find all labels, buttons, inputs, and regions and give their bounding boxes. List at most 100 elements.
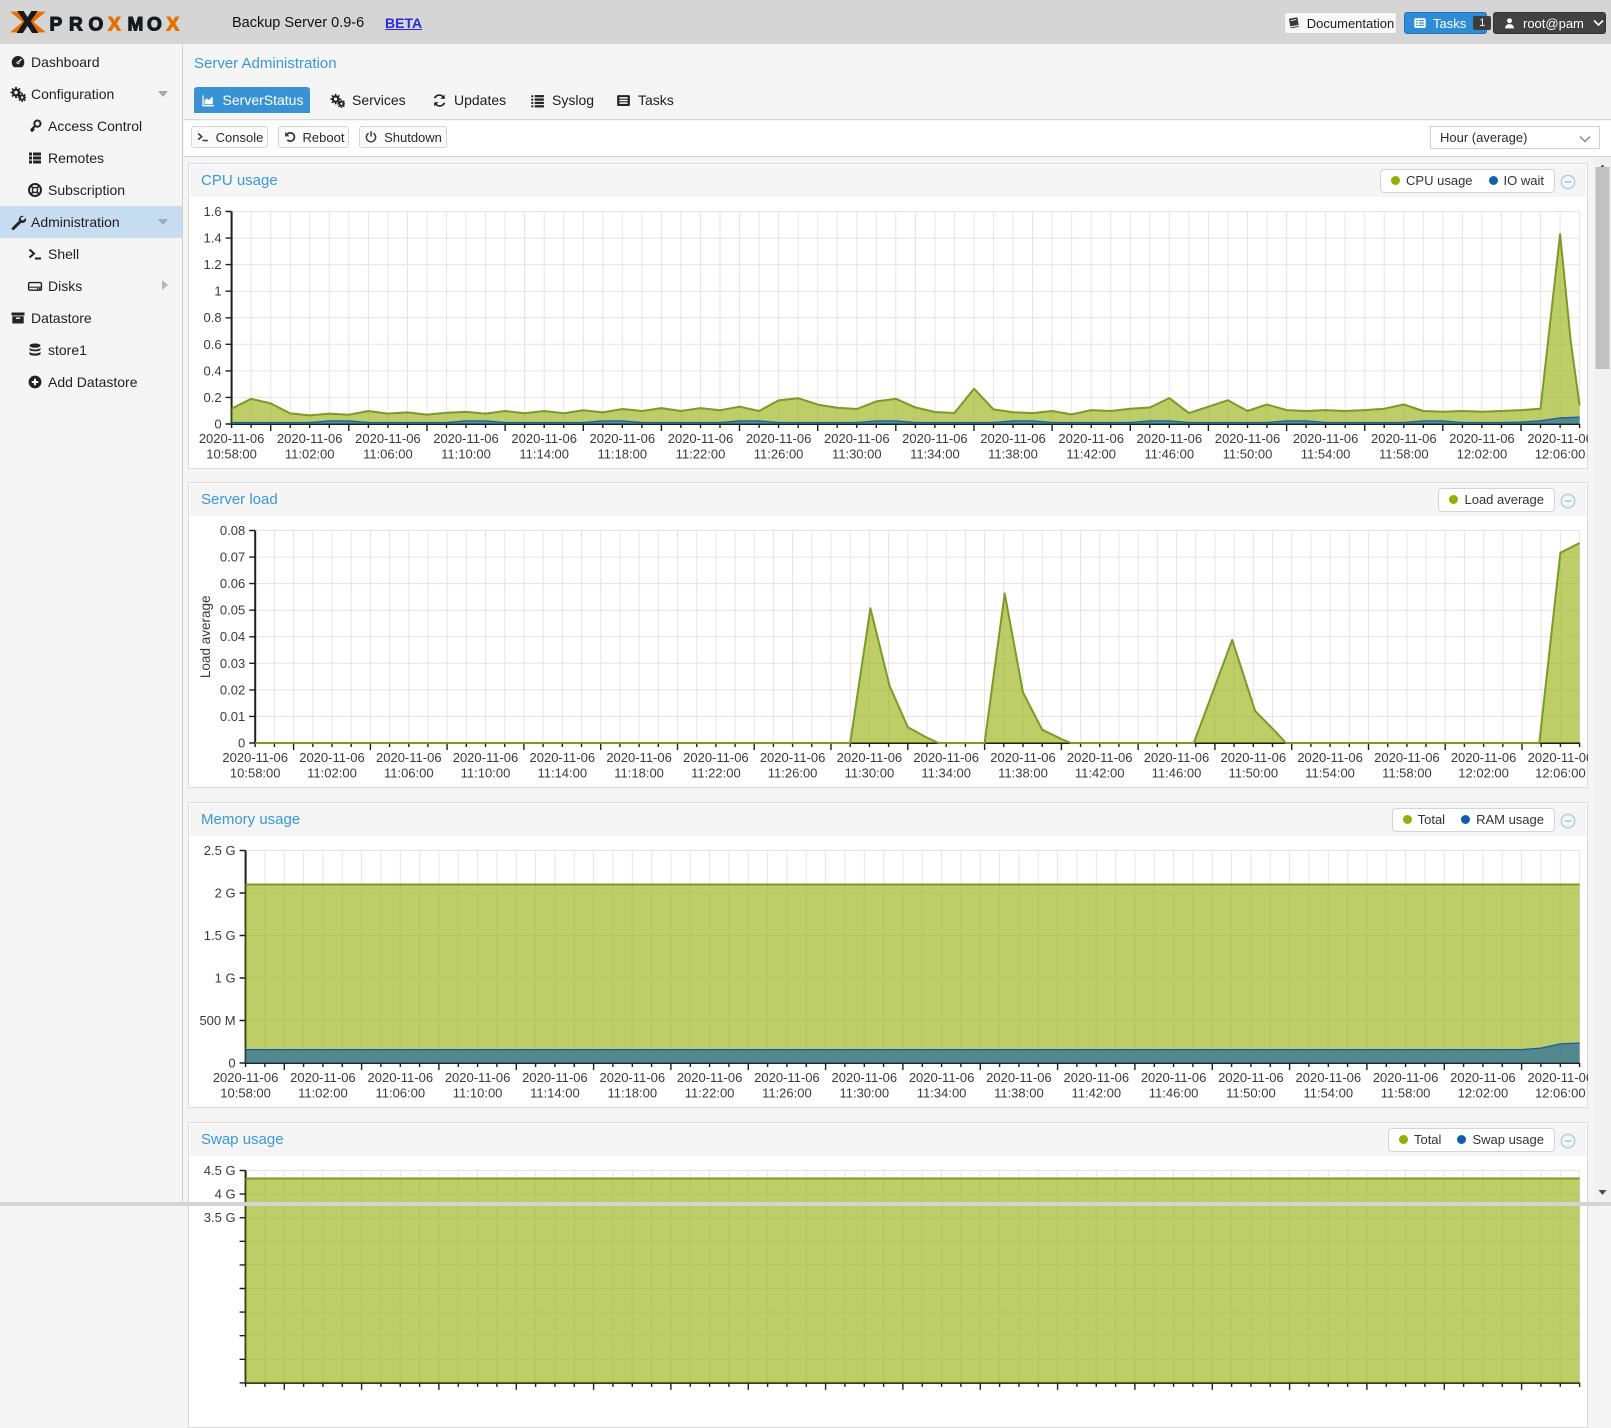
svg-text:11:42:00: 11:42:00: [1066, 447, 1116, 462]
svg-text:2020-11-06: 2020-11-06: [606, 750, 672, 765]
svg-text:10:58:00: 10:58:00: [206, 447, 257, 462]
svg-text:0.01: 0.01: [220, 709, 245, 724]
svg-text:2020-11-06: 2020-11-06: [213, 1070, 279, 1085]
svg-text:2020-11-06: 2020-11-06: [277, 431, 343, 446]
svg-text:X: X: [108, 15, 121, 36]
svg-text:0.06: 0.06: [220, 576, 245, 591]
svg-text:12:06:00: 12:06:00: [1535, 1086, 1586, 1101]
svg-text:2020-11-06: 2020-11-06: [1373, 1070, 1439, 1085]
svg-text:0.08: 0.08: [220, 523, 245, 538]
svg-text:11:54:00: 11:54:00: [1301, 447, 1351, 462]
svg-text:2020-11-06: 2020-11-06: [683, 750, 749, 765]
svg-text:2020-11-06: 2020-11-06: [1064, 1070, 1130, 1085]
svg-text:2020-11-06: 2020-11-06: [1141, 1070, 1207, 1085]
svg-text:1.5 G: 1.5 G: [204, 928, 236, 943]
svg-text:11:18:00: 11:18:00: [597, 447, 647, 462]
svg-text:11:06:00: 11:06:00: [363, 447, 413, 462]
svg-text:2020-11-06: 2020-11-06: [453, 750, 519, 765]
svg-text:4.5 G: 4.5 G: [204, 1163, 236, 1178]
svg-text:11:14:00: 11:14:00: [519, 447, 569, 462]
svg-text:2020-11-06: 2020-11-06: [677, 1070, 743, 1085]
svg-text:2020-11-06: 2020-11-06: [1451, 750, 1517, 765]
svg-text:2020-11-06: 2020-11-06: [1058, 431, 1124, 446]
svg-text:2020-11-06: 2020-11-06: [1450, 1070, 1516, 1085]
svg-text:11:58:00: 11:58:00: [1381, 1086, 1431, 1101]
svg-text:2020-11-06: 2020-11-06: [1293, 431, 1359, 446]
svg-text:0.02: 0.02: [220, 682, 245, 697]
svg-text:2020-11-06: 2020-11-06: [222, 750, 288, 765]
svg-text:2020-11-06: 2020-11-06: [1221, 750, 1287, 765]
svg-text:11:30:00: 11:30:00: [839, 1086, 889, 1101]
svg-text:2020-11-06: 2020-11-06: [668, 431, 734, 446]
svg-text:11:22:00: 11:22:00: [676, 447, 726, 462]
svg-text:12:02:00: 12:02:00: [1457, 447, 1508, 462]
svg-text:O: O: [89, 15, 104, 36]
svg-text:2020-11-06: 2020-11-06: [1137, 431, 1203, 446]
svg-text:1.2: 1.2: [204, 257, 222, 272]
svg-text:2020-11-06: 2020-11-06: [824, 431, 890, 446]
svg-text:11:50:00: 11:50:00: [1223, 447, 1273, 462]
svg-text:12:06:00: 12:06:00: [1535, 447, 1586, 462]
svg-text:2020-11-06: 2020-11-06: [1144, 750, 1210, 765]
svg-text:11:02:00: 11:02:00: [298, 1086, 348, 1101]
svg-text:2020-11-06: 2020-11-06: [990, 750, 1056, 765]
svg-text:11:34:00: 11:34:00: [917, 1086, 967, 1101]
svg-text:11:42:00: 11:42:00: [1075, 766, 1125, 781]
svg-text:11:14:00: 11:14:00: [537, 766, 587, 781]
svg-text:0.03: 0.03: [220, 656, 245, 671]
svg-text:12:06:00: 12:06:00: [1535, 766, 1586, 781]
svg-text:2020-11-06: 2020-11-06: [754, 1070, 820, 1085]
svg-text:500 M: 500 M: [199, 1013, 235, 1028]
svg-text:2020-11-06: 2020-11-06: [199, 431, 265, 446]
svg-text:10:58:00: 10:58:00: [220, 1086, 271, 1101]
svg-text:11:02:00: 11:02:00: [285, 447, 335, 462]
svg-text:2020-11-06: 2020-11-06: [600, 1070, 666, 1085]
svg-text:1.4: 1.4: [204, 231, 222, 246]
svg-text:2020-11-06: 2020-11-06: [746, 431, 812, 446]
svg-text:0.04: 0.04: [220, 629, 245, 644]
svg-text:11:10:00: 11:10:00: [461, 766, 511, 781]
svg-text:0: 0: [238, 736, 245, 751]
svg-text:2020-11-06: 2020-11-06: [986, 1070, 1052, 1085]
svg-text:0.6: 0.6: [204, 337, 222, 352]
svg-text:10:58:00: 10:58:00: [230, 766, 281, 781]
svg-text:2020-11-06: 2020-11-06: [1296, 1070, 1362, 1085]
svg-text:1: 1: [214, 284, 221, 299]
svg-text:11:42:00: 11:42:00: [1071, 1086, 1121, 1101]
svg-text:2020-11-06: 2020-11-06: [1371, 431, 1437, 446]
svg-text:11:46:00: 11:46:00: [1152, 766, 1202, 781]
svg-text:0.07: 0.07: [220, 550, 245, 565]
svg-text:11:10:00: 11:10:00: [441, 447, 491, 462]
svg-text:2020-11-06: 2020-11-06: [832, 1070, 898, 1085]
svg-text:11:26:00: 11:26:00: [768, 766, 818, 781]
svg-text:2020-11-06: 2020-11-06: [837, 750, 903, 765]
svg-text:11:38:00: 11:38:00: [998, 766, 1048, 781]
svg-text:2020-11-06: 2020-11-06: [522, 1070, 588, 1085]
svg-text:2020-11-06: 2020-11-06: [1449, 431, 1515, 446]
svg-text:11:06:00: 11:06:00: [384, 766, 434, 781]
svg-text:11:02:00: 11:02:00: [307, 766, 357, 781]
svg-text:2020-11-06: 2020-11-06: [511, 431, 577, 446]
svg-text:11:54:00: 11:54:00: [1303, 1086, 1353, 1101]
svg-text:2020-11-06: 2020-11-06: [909, 1070, 975, 1085]
svg-text:2020-11-06: 2020-11-06: [980, 431, 1046, 446]
svg-text:P: P: [50, 15, 63, 36]
svg-text:2020-11-06: 2020-11-06: [290, 1070, 356, 1085]
svg-text:11:46:00: 11:46:00: [1149, 1086, 1199, 1101]
svg-text:11:22:00: 11:22:00: [691, 766, 741, 781]
svg-text:11:54:00: 11:54:00: [1305, 766, 1355, 781]
svg-text:2020-11-06: 2020-11-06: [1215, 431, 1281, 446]
svg-text:1 G: 1 G: [215, 971, 236, 986]
svg-text:0: 0: [214, 417, 221, 432]
svg-text:2020-11-06: 2020-11-06: [376, 750, 442, 765]
svg-text:11:58:00: 11:58:00: [1379, 447, 1429, 462]
svg-text:11:30:00: 11:30:00: [845, 766, 895, 781]
svg-text:4 G: 4 G: [215, 1187, 236, 1202]
svg-text:12:02:00: 12:02:00: [1458, 1086, 1509, 1101]
svg-text:11:10:00: 11:10:00: [453, 1086, 503, 1101]
svg-text:R: R: [69, 15, 83, 36]
svg-text:11:06:00: 11:06:00: [375, 1086, 425, 1101]
svg-text:2020-11-06: 2020-11-06: [590, 431, 656, 446]
svg-text:2020-11-06: 2020-11-06: [1528, 750, 1588, 765]
svg-text:11:14:00: 11:14:00: [530, 1086, 580, 1101]
